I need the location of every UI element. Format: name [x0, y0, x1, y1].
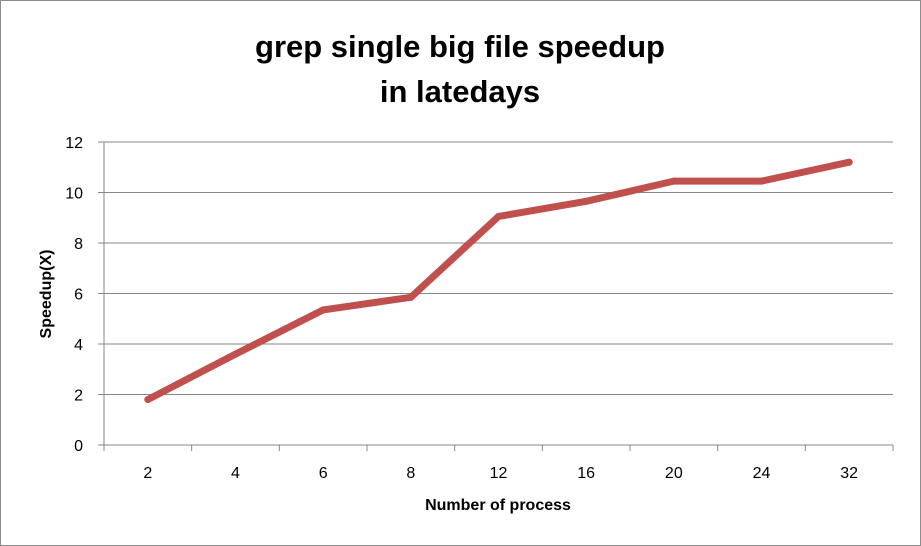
y-tick-label: 0 [74, 438, 83, 455]
y-tick-label: 4 [74, 337, 83, 354]
data-point [319, 306, 327, 314]
data-point [232, 350, 239, 358]
gridlines [104, 141, 893, 395]
y-tick-label: 8 [74, 236, 83, 253]
y-tick-label: 12 [65, 135, 83, 152]
x-tick-label: 32 [840, 465, 858, 482]
data-point [407, 293, 415, 301]
data-point [758, 177, 765, 185]
series-line-0 [144, 158, 853, 404]
x-tick-label: 8 [406, 465, 415, 482]
x-tick-label: 16 [577, 465, 595, 482]
data-point [670, 177, 678, 185]
x-tick-labels: 2 4 6 8 12 16 20 24 32 [143, 465, 858, 482]
y-tick-label: 2 [74, 388, 83, 405]
series-group [144, 158, 853, 404]
x-tick-label: 2 [143, 465, 152, 482]
x-tick-label: 6 [319, 465, 328, 482]
data-point [144, 396, 152, 404]
x-tick-label: 20 [665, 465, 683, 482]
y-tick-label: 10 [65, 186, 83, 203]
x-axis-title: Number of process [425, 497, 571, 514]
x-tick-label: 12 [490, 465, 508, 482]
x-tick-label: 4 [231, 465, 240, 482]
y-axis-title: Speedup(X) [38, 250, 55, 339]
chart-title-line-2: in latedays [380, 74, 540, 109]
data-point [582, 197, 590, 205]
y-tick-labels: 0 2 4 6 8 10 12 [65, 135, 83, 455]
chart-title-line-1: grep single big file speedup [255, 29, 665, 64]
data-point [845, 158, 853, 166]
data-point [495, 212, 502, 220]
y-tick-label: 6 [74, 287, 83, 304]
axes [98, 141, 894, 451]
x-tick-label: 24 [753, 465, 771, 482]
